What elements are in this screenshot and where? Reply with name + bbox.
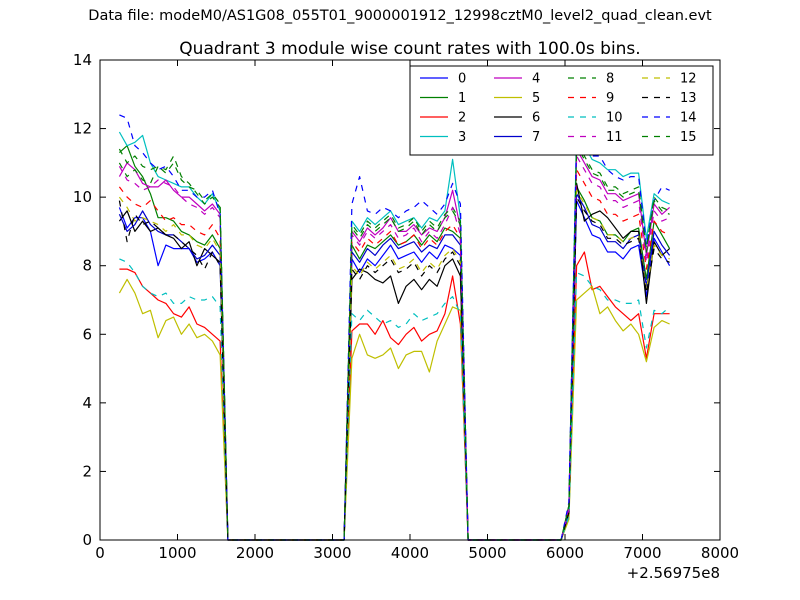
x-tick-label: 5000	[468, 544, 506, 562]
legend-label-1: 1	[458, 91, 466, 106]
legend-label-9: 9	[606, 91, 614, 106]
legend-box	[409, 65, 714, 156]
legend-label-4: 4	[532, 72, 540, 87]
x-tick-label: 2000	[236, 544, 274, 562]
y-tick-label: 14	[73, 51, 92, 69]
series-line-2	[119, 251, 670, 541]
legend-label-13: 13	[680, 91, 697, 106]
series-line-3	[118, 128, 670, 541]
legend-label-2: 2	[458, 111, 466, 126]
series-line-13	[118, 196, 670, 541]
y-tick-label: 4	[82, 394, 92, 412]
series-line-10	[119, 258, 670, 541]
legend-label-12: 12	[680, 72, 697, 87]
legend-label-3: 3	[458, 130, 466, 145]
y-tick-label: 8	[82, 257, 92, 275]
legend-label-10: 10	[606, 111, 623, 126]
x-tick-label: 8000	[701, 544, 739, 562]
legend-label-5: 5	[532, 91, 540, 106]
series-line-11	[118, 155, 670, 541]
series-line-0	[118, 200, 671, 541]
legend-label-6: 6	[532, 111, 540, 126]
axis-ticks: 0 1000 2000 3000 4000 5000 6000 7000 80000246810…	[73, 51, 739, 562]
series-line-7	[118, 193, 671, 541]
legend-label-14: 14	[680, 111, 697, 126]
data-file-caption: Data file: modeM0/AS1G08_055T01_90000019…	[88, 8, 712, 24]
y-tick-label: 6	[82, 325, 92, 343]
series-line-12	[118, 189, 670, 541]
series-line-6	[118, 182, 670, 541]
x-tick-label: 7000	[623, 544, 661, 562]
legend-label-15: 15	[680, 130, 697, 145]
y-tick-label: 2	[82, 462, 92, 480]
series-line-1	[118, 145, 671, 541]
y-tick-label: 10	[73, 188, 92, 206]
legend-label-11: 11	[606, 130, 623, 145]
y-tick-label: 12	[73, 120, 92, 138]
series-layer	[118, 114, 671, 541]
series-line-14	[119, 114, 670, 541]
series-line-5	[118, 278, 670, 541]
x-tick-label: 4000	[391, 544, 429, 562]
x-offset-label: +2.56975e8	[627, 564, 720, 582]
legend-label-8: 8	[606, 72, 614, 87]
series-line-15	[118, 145, 670, 541]
legend-label-0: 0	[458, 72, 466, 87]
y-tick-label: 0	[82, 531, 92, 549]
x-tick-label: 1000	[158, 544, 196, 562]
x-tick-label: 0	[95, 544, 105, 562]
x-tick-label: 6000	[546, 544, 584, 562]
series-line-9	[118, 169, 670, 541]
x-tick-label: 3000	[313, 544, 351, 562]
legend-label-7: 7	[532, 130, 540, 145]
chart-title: Quadrant 3 module wise count rates with …	[179, 39, 640, 59]
